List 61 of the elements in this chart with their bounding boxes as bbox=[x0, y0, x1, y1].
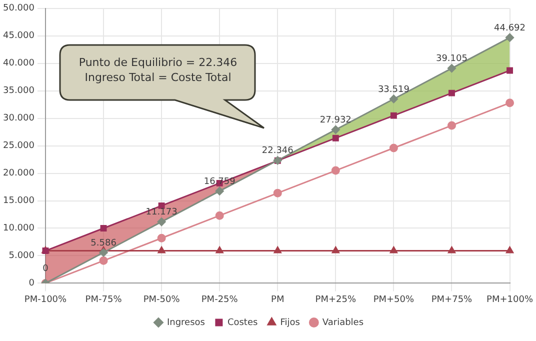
point bbox=[331, 125, 340, 134]
point bbox=[389, 144, 398, 152]
point bbox=[157, 234, 166, 242]
point bbox=[332, 134, 339, 142]
data-label: 16.759 bbox=[204, 176, 236, 187]
data-label: 39.105 bbox=[436, 54, 468, 64]
point bbox=[216, 246, 224, 254]
point bbox=[447, 64, 456, 73]
point bbox=[506, 67, 513, 74]
x-tick-label: PM-75% bbox=[85, 294, 122, 305]
y-tick-label: 45.000 bbox=[2, 31, 35, 42]
point bbox=[506, 98, 514, 108]
y-tick-label: 40.000 bbox=[2, 58, 35, 69]
data-label: 27.932 bbox=[320, 116, 352, 126]
x-tick-label: PM bbox=[271, 294, 284, 305]
point bbox=[99, 256, 108, 265]
legend-label: Variables bbox=[322, 318, 364, 328]
point bbox=[389, 94, 398, 104]
speech-bubble: Punto de Equilibrio = 22.346 Ingreso Total = Coste Total bbox=[59, 44, 267, 130]
annotation: Punto de Equilibrio = 22.346 Ingreso Total = Coste Total bbox=[78, 55, 238, 85]
x-tick-label: PM-100% bbox=[24, 294, 68, 305]
point bbox=[331, 166, 340, 175]
y-tick-label: 35.000 bbox=[2, 86, 35, 96]
point bbox=[215, 186, 224, 196]
point bbox=[100, 225, 107, 232]
point bbox=[506, 246, 514, 254]
y-tick-label: 25.000 bbox=[2, 141, 35, 152]
x-tick-label: PM+75% bbox=[431, 294, 473, 305]
y-tick-label: 30.000 bbox=[2, 114, 35, 124]
point bbox=[332, 246, 340, 254]
legend-label: Ingresos bbox=[166, 318, 206, 328]
point bbox=[215, 211, 224, 220]
data-label: 11.173 bbox=[146, 208, 178, 218]
x-tick-label: PM-50% bbox=[143, 294, 180, 305]
point bbox=[99, 248, 108, 257]
y-tick-label: 5.000 bbox=[8, 251, 35, 262]
point bbox=[506, 33, 514, 42]
y-tick-label: 10.000 bbox=[2, 224, 35, 234]
y-tick-label: 50.000 bbox=[2, 4, 35, 14]
data-label: 44.692 bbox=[494, 23, 526, 34]
legend-label: Fijos bbox=[280, 318, 300, 328]
x-tick-label: PM+100% bbox=[486, 294, 534, 305]
point bbox=[273, 188, 282, 198]
point bbox=[447, 121, 456, 130]
data-label: 33.519 bbox=[378, 84, 410, 95]
point bbox=[390, 112, 397, 119]
y-tick-label: 0 bbox=[28, 278, 35, 289]
x-tick-label: PM+50% bbox=[373, 294, 415, 305]
data-label: 5.586 bbox=[90, 238, 117, 248]
point bbox=[448, 246, 456, 254]
point bbox=[390, 246, 398, 254]
legend-label: Costes bbox=[227, 318, 258, 328]
point bbox=[448, 90, 455, 96]
y-tick-label: 20.000 bbox=[2, 168, 35, 179]
point bbox=[157, 218, 166, 226]
x-tick-label: PM-25% bbox=[201, 294, 238, 305]
data-label: 22.346 bbox=[262, 146, 294, 156]
y-tick-label: 15.000 bbox=[2, 196, 35, 206]
point bbox=[274, 246, 282, 254]
x-tick-label: PM+25% bbox=[315, 294, 356, 305]
point bbox=[158, 246, 166, 254]
